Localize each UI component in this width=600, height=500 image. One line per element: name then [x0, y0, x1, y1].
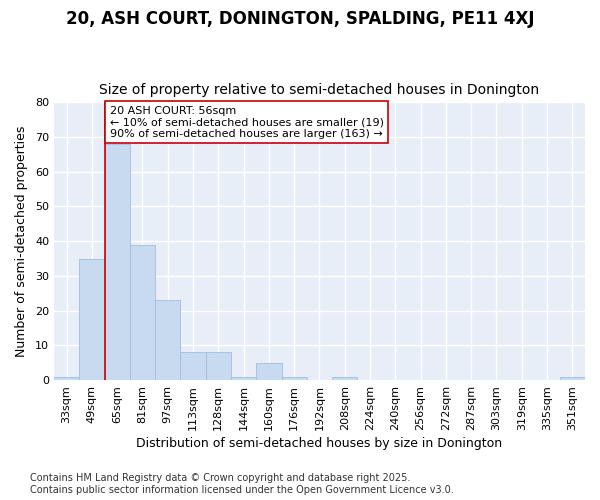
Bar	[155, 300, 181, 380]
Bar	[206, 352, 231, 380]
Title: Size of property relative to semi-detached houses in Donington: Size of property relative to semi-detach…	[100, 83, 539, 97]
X-axis label: Distribution of semi-detached houses by size in Donington: Distribution of semi-detached houses by …	[136, 437, 503, 450]
Bar	[231, 376, 256, 380]
Text: 20, ASH COURT, DONINGTON, SPALDING, PE11 4XJ: 20, ASH COURT, DONINGTON, SPALDING, PE11…	[66, 10, 534, 28]
Bar	[54, 376, 79, 380]
Bar	[130, 244, 155, 380]
Text: 20 ASH COURT: 56sqm
← 10% of semi-detached houses are smaller (19)
90% of semi-d: 20 ASH COURT: 56sqm ← 10% of semi-detach…	[110, 106, 383, 139]
Bar	[560, 376, 585, 380]
Bar	[104, 144, 130, 380]
Bar	[332, 376, 358, 380]
Text: Contains HM Land Registry data © Crown copyright and database right 2025.
Contai: Contains HM Land Registry data © Crown c…	[30, 474, 454, 495]
Bar	[181, 352, 206, 380]
Bar	[281, 376, 307, 380]
Y-axis label: Number of semi-detached properties: Number of semi-detached properties	[15, 126, 28, 357]
Bar	[256, 362, 281, 380]
Bar	[79, 258, 104, 380]
